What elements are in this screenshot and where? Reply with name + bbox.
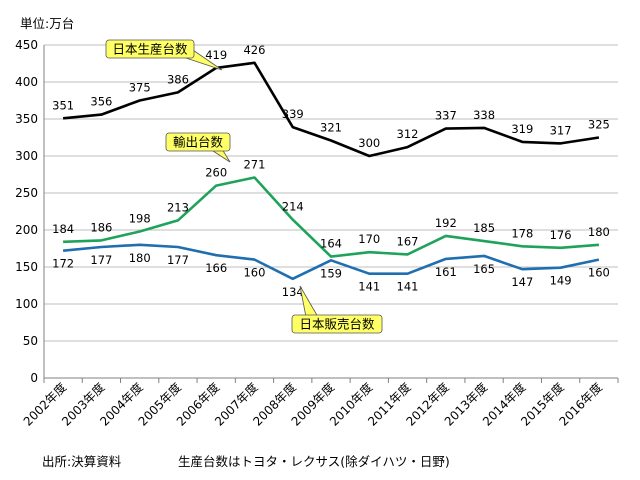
data-label: 214	[282, 200, 304, 214]
data-label: 185	[473, 221, 495, 235]
data-label: 426	[243, 43, 265, 57]
data-label: 321	[320, 120, 342, 134]
data-label: 167	[397, 234, 419, 248]
y-tick-label: 450	[15, 38, 38, 52]
y-tick-label: 0	[30, 371, 38, 385]
data-label: 147	[511, 275, 533, 289]
callout-1: 輸出台数	[165, 132, 231, 163]
callout-box	[105, 39, 195, 59]
series-lines	[62, 61, 600, 281]
data-label: 159	[320, 266, 342, 280]
data-label: 317	[550, 123, 572, 137]
y-tick-label: 250	[15, 186, 38, 200]
series-line-0	[62, 61, 600, 158]
y-tick-label: 150	[15, 260, 38, 274]
data-label: 419	[205, 48, 227, 62]
data-label: 164	[320, 237, 342, 251]
callout-0: 日本生産台数	[105, 39, 223, 71]
y-tick-label: 50	[23, 334, 38, 348]
data-label: 172	[52, 257, 74, 271]
data-label: 141	[358, 280, 380, 294]
y-tick-label: 400	[15, 75, 38, 89]
data-label: 134	[282, 285, 304, 299]
data-label: 170	[358, 232, 380, 246]
data-label: 271	[243, 157, 265, 171]
callout-box	[291, 314, 383, 334]
data-label: 339	[282, 107, 304, 121]
y-tick-label: 350	[15, 112, 38, 126]
callout-2: 日本販売台数	[291, 285, 383, 334]
y-axis: 0 50 100 150 200 250 300 350 400 450	[15, 38, 45, 385]
data-label: 161	[435, 265, 457, 279]
series-name-label: 輸出台数	[173, 135, 224, 150]
gridlines	[44, 44, 618, 342]
y-tick-label: 200	[15, 223, 38, 237]
data-label: 180	[588, 225, 610, 239]
unit-label: 単位:万台	[20, 16, 74, 31]
data-label: 338	[473, 108, 495, 122]
data-label: 165	[473, 262, 495, 276]
data-label: 351	[52, 98, 74, 112]
series-name-label: 日本販売台数	[299, 317, 375, 332]
production-note: 生産台数はトヨタ・レクサス(除ダイハツ・日野)	[178, 454, 450, 469]
data-label: 312	[397, 127, 419, 141]
data-label: 198	[129, 211, 151, 225]
data-label: 213	[167, 200, 189, 214]
data-label: 260	[205, 166, 227, 180]
data-label: 177	[90, 253, 112, 267]
y-tick-label: 100	[15, 297, 38, 311]
data-label: 178	[511, 226, 533, 240]
callout-box	[165, 132, 231, 152]
source-note: 出所:決算資料	[42, 454, 122, 469]
data-label: 192	[435, 216, 457, 230]
data-label: 149	[550, 274, 572, 288]
data-label: 356	[90, 95, 112, 109]
data-label: 300	[358, 136, 380, 150]
y-tick-label: 300	[15, 149, 38, 163]
data-label: 160	[243, 266, 265, 280]
data-label: 180	[129, 251, 151, 265]
data-label: 176	[550, 228, 572, 242]
data-label: 186	[90, 220, 112, 234]
data-label: 319	[511, 122, 533, 136]
data-labels: 351 356 375 386 419 426 339 321 300 312 337 338 319 3…	[52, 43, 610, 299]
x-axis: 2002年度2003年度2004年度2005年度2006年度2007年度2008…	[20, 377, 619, 429]
data-label: 375	[129, 81, 151, 95]
data-label: 141	[397, 280, 419, 294]
data-label: 386	[167, 72, 189, 86]
data-label: 325	[588, 118, 610, 132]
series-line-1	[63, 176, 600, 258]
data-label: 337	[435, 109, 457, 123]
callout-pointer	[299, 285, 319, 318]
series-name-label: 日本生産台数	[112, 42, 188, 57]
data-label: 160	[588, 266, 610, 280]
data-label: 177	[167, 253, 189, 267]
series-line-2	[62, 243, 600, 281]
data-label: 184	[52, 222, 74, 236]
data-label: 166	[205, 261, 227, 275]
